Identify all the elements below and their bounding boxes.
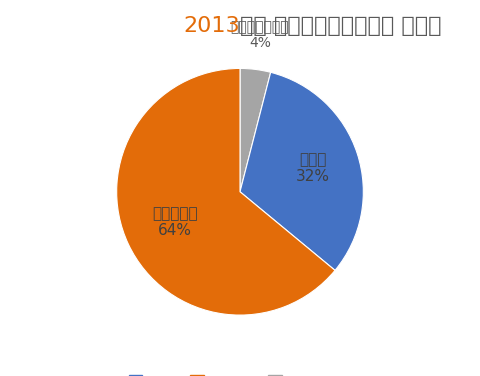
Text: 情報･通信
64%: 情報･通信 64% — [153, 206, 198, 238]
Wedge shape — [240, 68, 271, 192]
Wedge shape — [117, 68, 335, 315]
Wedge shape — [240, 72, 363, 270]
Legend: 製造業, 情報･通信, 建設･不動産業: 製造業, 情報･通信, 建設･不動産業 — [123, 369, 357, 376]
Text: 2013: 2013 — [183, 16, 240, 36]
Text: 製造業
32%: 製造業 32% — [296, 152, 330, 184]
Text: 年度 修士修了生の内定先 業種別: 年度 修士修了生の内定先 業種別 — [240, 16, 442, 36]
Text: 建設･不動産業
4%: 建設･不動産業 4% — [230, 20, 289, 50]
